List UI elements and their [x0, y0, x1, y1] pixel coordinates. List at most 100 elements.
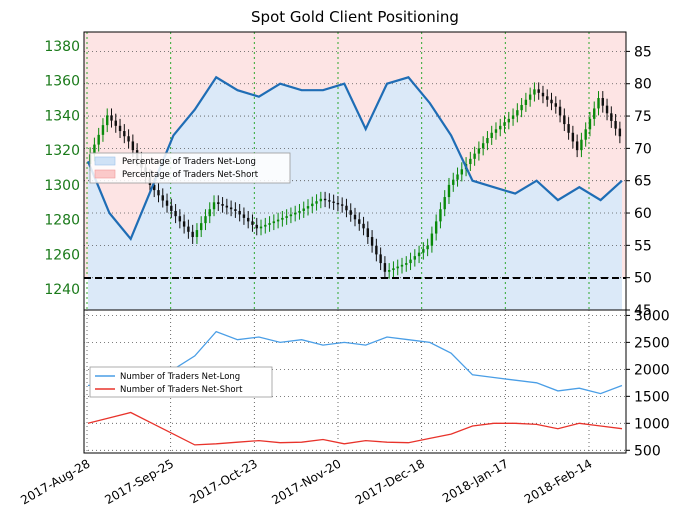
price-candle-body [268, 223, 271, 225]
price-candle-body [208, 209, 211, 217]
right-tick-label: 2500 [634, 335, 670, 351]
price-candle-body [528, 94, 532, 100]
right-tick-label: 65 [634, 174, 652, 190]
price-candle-body [157, 190, 160, 196]
price-candle-body [306, 206, 310, 209]
price-candle-body [345, 205, 348, 211]
price-candle-body [567, 124, 570, 133]
price-candle-body [541, 92, 545, 97]
right-tick-label: 2000 [634, 362, 670, 378]
price-candle-body [409, 259, 412, 264]
price-candle-body [127, 136, 130, 142]
right-axis-ticks-bottom: 500 1000 1500 2000 2500 3000 [626, 308, 670, 459]
right-tick-label: 500 [634, 443, 661, 459]
price-candle-body [379, 254, 382, 264]
bottom-panel: 500 1000 1500 2000 2500 3000 Number of Trader… [83, 308, 670, 459]
x-tick-label: 2017-Sep-25 [102, 456, 176, 507]
price-candle-body [588, 118, 592, 130]
price-candle-body [349, 210, 352, 215]
price-candle-body [238, 210, 241, 215]
price-candle-body [323, 198, 327, 201]
price-candle-body [430, 233, 434, 246]
price-candle-body [520, 104, 523, 111]
price-candle-body [229, 207, 233, 210]
price-candle-body [123, 131, 126, 137]
price-candle-body [550, 99, 553, 104]
price-candle-body [511, 115, 515, 119]
x-tick-label: 2017-Oct-23 [187, 456, 259, 506]
left-tick-label: 1300 [44, 178, 80, 194]
price-candle-body [503, 122, 506, 126]
price-candle-body [546, 96, 549, 100]
right-tick-label: 1500 [634, 389, 670, 405]
price-candle-body [118, 125, 122, 132]
price-candle-body [490, 132, 493, 138]
right-tick-label: 70 [634, 141, 652, 157]
price-candle-body [204, 216, 207, 224]
right-tick-label: 50 [634, 271, 652, 287]
price-candle-body [460, 169, 463, 175]
price-candle-body [319, 198, 323, 202]
price-candle-body [447, 184, 451, 198]
price-candle-body [387, 270, 391, 272]
price-candle-body [375, 245, 378, 255]
price-candle-body [93, 144, 96, 155]
x-tick-label: 2017-Nov-20 [269, 456, 343, 507]
price-candle-body [426, 245, 429, 250]
left-tick-label: 1380 [44, 39, 80, 55]
price-candle-body [289, 214, 293, 217]
price-candles [88, 82, 622, 279]
top-gridlines [84, 32, 626, 311]
legend-label-net-short: Number of Traders Net-Short [120, 385, 243, 395]
price-candle-body [178, 216, 182, 222]
price-candle-body [340, 204, 344, 206]
price-candle-body [153, 184, 156, 191]
price-candle-body [593, 108, 596, 119]
price-candle-body [131, 141, 135, 151]
price-candle-body [383, 263, 387, 272]
price-candle-body [533, 89, 536, 95]
right-tick-label: 55 [634, 238, 652, 254]
price-candle-body [358, 219, 361, 224]
price-candle-body [225, 205, 229, 208]
price-candle-body [106, 115, 109, 126]
legend-swatch-short [94, 169, 116, 179]
price-candle-body [114, 120, 117, 126]
left-axis-ticks: 1240 1260 1280 1300 1320 1340 1360 1380 [44, 39, 80, 298]
price-candle-body [443, 197, 446, 210]
price-candle-body [187, 226, 190, 232]
price-candle-body [251, 221, 254, 225]
price-candle-body [486, 137, 489, 144]
price-candle-body [422, 249, 425, 253]
price-candle-body [413, 256, 417, 260]
price-candle-body [618, 128, 622, 137]
price-candle-body [439, 209, 442, 222]
left-tick-label: 1360 [44, 74, 80, 90]
legend-swatch-long [94, 156, 116, 166]
price-candle-body [302, 208, 305, 211]
price-candle-body [366, 228, 370, 238]
bottom-legend: Number of Traders Net-Long Number of Tra… [89, 366, 273, 398]
price-candle-body [477, 148, 481, 154]
price-candle-body [405, 263, 408, 265]
top-legend: Percentage of Traders Net-Long Percentag… [89, 152, 291, 184]
left-tick-label: 1320 [44, 143, 80, 159]
legend-label-net-long: Number of Traders Net-Long [120, 372, 240, 382]
price-candle-body [392, 268, 395, 271]
price-candle-body [165, 200, 169, 206]
price-candle-body [247, 217, 250, 222]
price-candle-body [97, 134, 100, 145]
price-candle-body [101, 125, 105, 135]
left-tick-label: 1260 [44, 247, 80, 263]
right-tick-label: 1000 [634, 416, 670, 432]
price-candle-body [174, 210, 177, 217]
legend-label-short: Percentage of Traders Net-Short [122, 170, 259, 180]
price-candle-body [242, 214, 246, 218]
price-candle-body [336, 202, 340, 205]
x-tick-label: 2017-Dec-18 [353, 456, 427, 507]
x-tick-label: 2017-Aug-28 [18, 456, 92, 507]
left-tick-label: 1280 [44, 213, 80, 229]
right-tick-label: 3000 [634, 308, 670, 324]
price-candle-body [161, 195, 164, 201]
